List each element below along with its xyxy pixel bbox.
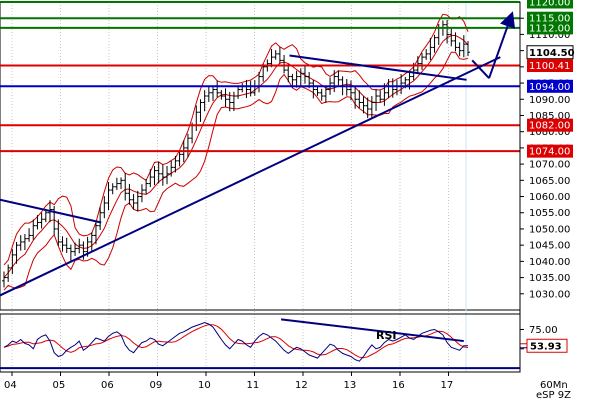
time-tick-label: 13: [344, 380, 357, 391]
trendline: [289, 54, 467, 81]
price-tick-label: 1035.00: [529, 273, 570, 284]
time-tick-label: 11: [247, 380, 260, 391]
rsi-current-label: 53.93: [530, 341, 562, 352]
level-label: 1074.00: [529, 147, 570, 158]
trendline: [0, 198, 102, 224]
time-tick-label: 12: [295, 380, 308, 391]
rsi-tick-label: 75.00: [529, 325, 558, 336]
price-bars: [2, 19, 470, 288]
price-tick-label: 1040.00: [529, 257, 570, 268]
level-label: 1120.00: [529, 0, 570, 9]
time-tick-label: 05: [53, 380, 66, 391]
instrument-label: eSP 9Z: [536, 390, 571, 400]
price-tick-label: 1090.00: [529, 95, 570, 106]
time-axis: 04 05 06 09 10 11 12 13 16 17: [0, 371, 520, 391]
level-label: 1104.50: [529, 48, 575, 59]
price-tick-label: 1085.00: [529, 111, 570, 122]
rsi-line: [3, 321, 469, 362]
forecast-arrow: [471, 59, 490, 79]
price-tick-label: 1060.00: [529, 192, 570, 203]
time-tick-label: 17: [441, 380, 454, 391]
forecast-arrow: [488, 11, 516, 79]
level-label-box: [527, 59, 573, 73]
price-tick-label: 1030.00: [529, 289, 570, 300]
level-label-box: [527, 0, 573, 9]
trendlines: [0, 54, 501, 297]
trendline: [0, 56, 501, 297]
price-tick-label: 1080.00: [529, 127, 570, 138]
level-label-box: [527, 118, 573, 132]
level-label-box: [527, 79, 573, 93]
bollinger-middle: [3, 35, 469, 278]
price-tick-label: 1065.00: [529, 176, 570, 187]
level-label: 1082.00: [529, 121, 570, 132]
price-tick-label: 1055.00: [529, 208, 570, 219]
time-tick-label: 16: [392, 380, 405, 391]
rsi-current-box: [526, 338, 568, 353]
level-label-box: [526, 45, 574, 60]
rsi-trendline: [280, 318, 464, 343]
level-label: 1094.00: [529, 82, 570, 93]
price-tick-label: 1110.00: [529, 30, 570, 41]
bollinger-upper: [3, 13, 469, 266]
rsi-signal-line: [3, 324, 469, 359]
level-label: 1100.41: [529, 61, 570, 72]
horizontal-levels: [0, 1, 520, 153]
rsi-label: RSI: [376, 329, 397, 342]
price-tick-label: 1045.00: [529, 241, 570, 252]
time-tick-label: 09: [150, 380, 163, 391]
level-label-box: [527, 144, 573, 158]
time-tick-label: 10: [198, 380, 211, 391]
price-tick-label: 1050.00: [529, 224, 570, 235]
forecast-arrows: [471, 11, 516, 79]
level-label: 1112.00: [529, 23, 570, 34]
time-tick-label: 04: [4, 380, 17, 391]
time-tick-label: 06: [101, 380, 114, 391]
timeframe-label: 60Mn: [540, 380, 568, 391]
level-label-box: [527, 21, 573, 35]
level-label: 1115.00: [529, 14, 570, 25]
price-tick-label: 1070.00: [529, 160, 570, 171]
